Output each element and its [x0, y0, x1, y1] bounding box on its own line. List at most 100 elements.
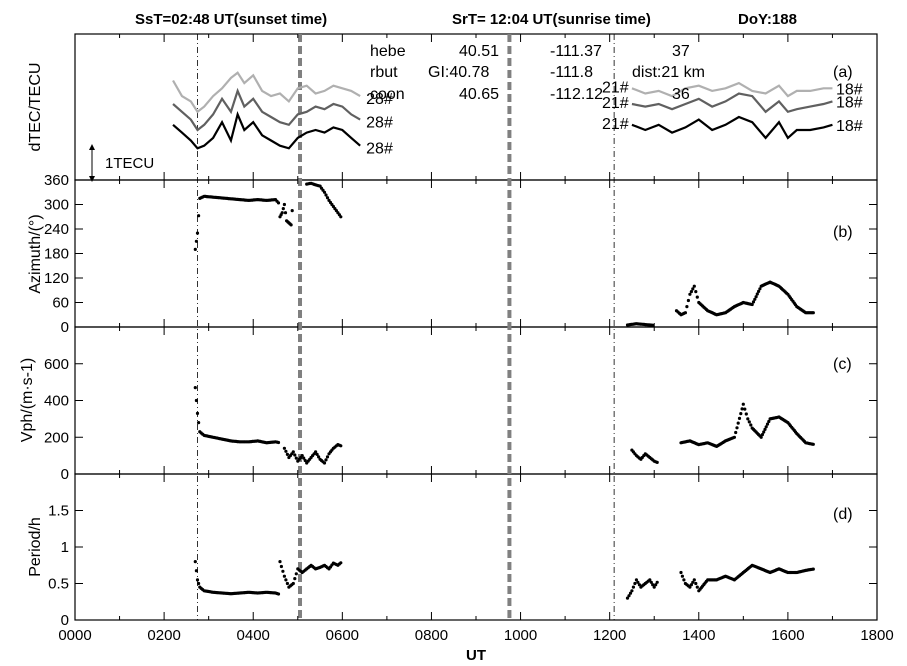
series-a-label-0: 28# — [366, 91, 393, 108]
point-c-0-11-2 — [276, 440, 281, 445]
station-lat-1: 40.51 — [459, 43, 499, 60]
point-c-3-7-1 — [743, 407, 747, 411]
point-d-0-11-2 — [276, 592, 281, 596]
series-a-right-label-2: 18# — [836, 118, 863, 135]
point-c-1-9-1 — [324, 458, 328, 462]
xtick-label-1000: 1000 — [504, 627, 537, 644]
point-c-3-10-0 — [759, 435, 763, 439]
point-b-4-4-1 — [694, 290, 698, 294]
point-c-3-6-2 — [735, 426, 739, 430]
xtick-label-0000: 0000 — [58, 627, 91, 644]
point-c-3-15-6 — [811, 442, 815, 446]
station-table: hebe 40.51 -111.37 37 rbut GI:40.78 -111… — [370, 43, 705, 103]
ytick-label-d-1.5: 1.5 — [48, 503, 69, 520]
ylabel-b: Azimuth/(°) — [27, 214, 44, 293]
ytick-label-c-0: 0 — [61, 466, 69, 483]
panel-label-a: (a) — [833, 64, 853, 81]
point-c-3-8-2 — [749, 423, 753, 427]
station-dist-2: dist:21 km — [632, 64, 705, 81]
point-c-0-1-0 — [195, 411, 200, 415]
point-d-1-3-2 — [294, 572, 298, 576]
point-c-1-7-1 — [315, 452, 319, 456]
point-c-3-6-0 — [732, 435, 737, 439]
point-c-3-10-2 — [762, 430, 766, 434]
xtick-label-0400: 0400 — [237, 627, 270, 644]
point-c-3-7-0 — [741, 402, 745, 406]
point-c-3-6-3 — [736, 421, 740, 425]
point-c-1-2-0 — [291, 450, 295, 454]
point-c-3-10-4 — [764, 425, 768, 429]
point-c-3-6-5 — [739, 412, 743, 416]
sunrise-label: SrT= 12:04 UT(sunrise time) — [452, 11, 651, 28]
point-d-2-1-0 — [630, 589, 634, 593]
ytick-label-d-1: 1 — [61, 539, 69, 556]
point-c-1-7-2 — [317, 455, 321, 459]
point-d-2-0-0 — [625, 596, 630, 600]
point-d-1-13-2 — [339, 561, 343, 565]
point-b-4-11-2 — [753, 297, 757, 301]
point-d-2-6-0 — [652, 585, 656, 589]
point-c-0-0-1 — [194, 398, 198, 403]
tecu-scale-label: 1TECU — [105, 155, 154, 172]
point-b-4-11-1 — [751, 300, 756, 304]
station-lat-3: 40.65 — [459, 86, 499, 103]
series-a-label-3: 21# — [602, 79, 629, 96]
panel-label-d: (d) — [833, 506, 853, 523]
series-a-label-4: 21# — [602, 95, 629, 112]
series-a-5 — [631, 115, 833, 140]
xtick-label-1400: 1400 — [682, 627, 715, 644]
point-c-1-4-0 — [300, 454, 304, 458]
station-dist-3: 36 — [672, 86, 690, 103]
series-a-right-label-1: 18# — [836, 94, 863, 111]
point-d-3-3-2 — [695, 585, 699, 589]
point-d-1-0-1 — [279, 564, 283, 569]
series-a-right-label-0: 18# — [836, 81, 863, 98]
point-c-3-6-4 — [737, 416, 742, 420]
ytick-label-b-360: 360 — [44, 172, 69, 189]
xtick-label-0800: 0800 — [415, 627, 448, 644]
ylabel-a: dTEC/TECU — [27, 63, 44, 152]
doy-label: DoY:188 — [738, 11, 797, 28]
point-d-2-2-1 — [636, 580, 640, 584]
point-b-4-3-2 — [691, 287, 695, 291]
ytick-label-b-120: 120 — [44, 270, 69, 287]
series-a-label-2: 28# — [366, 141, 393, 158]
point-c-1-9-2 — [325, 455, 330, 459]
point-c-3-8-0 — [746, 417, 750, 421]
point-d-1-0-2 — [281, 569, 285, 573]
point-d-2-2-0 — [634, 578, 639, 582]
point-b-3-2-6 — [651, 323, 655, 327]
point-d-2-1-2 — [633, 581, 637, 586]
point-b-4-11-5 — [757, 289, 761, 293]
station-name-2: rbut — [370, 64, 398, 81]
ytick-label-c-200: 200 — [44, 429, 69, 446]
sunset-label: SsT=02:48 UT(sunset time) — [135, 11, 327, 28]
point-b-4-11-3 — [754, 295, 758, 299]
ytick-label-b-60: 60 — [52, 295, 69, 312]
point-c-1-4-1 — [302, 456, 306, 460]
panel-label-c: (c) — [833, 356, 852, 373]
point-c-1-0-2 — [285, 452, 289, 456]
ytick-label-b-240: 240 — [44, 221, 69, 238]
point-d-1-0-0 — [278, 560, 282, 564]
ytick-label-d-0: 0 — [61, 612, 69, 629]
point-d-2-2-2 — [637, 583, 642, 587]
point-b-2-4-2 — [325, 196, 330, 200]
series-a-1 — [172, 87, 361, 132]
point-c-3-10-5 — [765, 422, 770, 426]
point-b-1-2-0 — [282, 202, 286, 207]
axis-ticks: 0000 0200 0400 0600 0800 1000 1200 1400 1600 1800… — [44, 34, 894, 644]
point-d-2-5-0 — [648, 578, 652, 582]
point-b-4-11-6 — [758, 287, 762, 291]
point-b-2-7-2 — [339, 215, 343, 219]
ylabel-d: Period/h — [27, 517, 44, 577]
point-d-0-0-0 — [193, 560, 197, 564]
point-c-3-7-2 — [744, 412, 748, 416]
point-c-1-0-0 — [282, 446, 286, 450]
point-b-0-1-0 — [195, 231, 200, 235]
point-c-3-8-1 — [747, 420, 751, 424]
point-d-1-3-0 — [291, 581, 295, 586]
point-b-1-5-0 — [289, 223, 293, 227]
station-lat-2: GI:40.78 — [428, 64, 489, 81]
